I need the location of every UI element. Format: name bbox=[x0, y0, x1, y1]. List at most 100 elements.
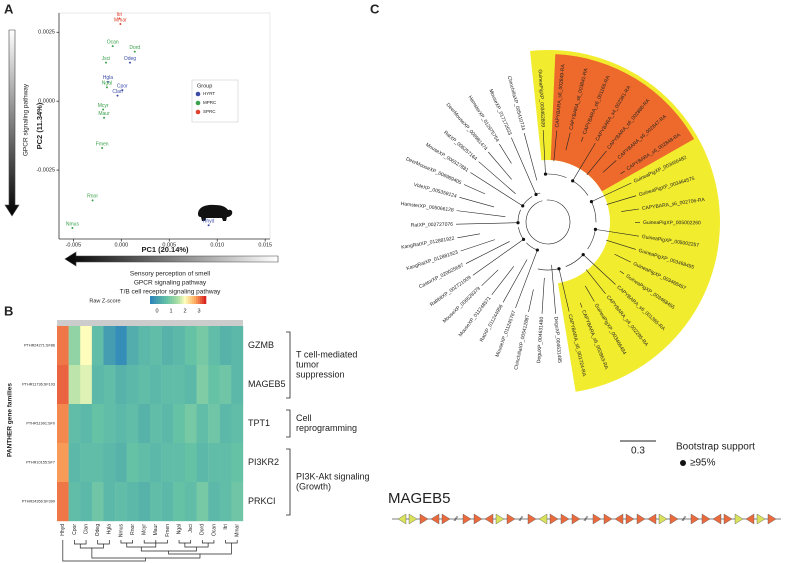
capybara-icon bbox=[198, 204, 233, 221]
key-swatch bbox=[204, 296, 207, 304]
gene-arrow bbox=[571, 513, 581, 525]
heatmap-cell bbox=[196, 443, 209, 483]
heatmap-cell bbox=[68, 443, 81, 483]
key-swatch bbox=[194, 296, 197, 304]
key-swatch bbox=[180, 296, 183, 304]
gap-mark: ∕∕ bbox=[518, 516, 524, 523]
column-label: Clan bbox=[83, 524, 89, 535]
heatmap-cell bbox=[126, 326, 139, 366]
heatmap-cell bbox=[173, 326, 186, 366]
key-swatch bbox=[150, 296, 153, 304]
heatmap-cell bbox=[115, 326, 127, 366]
branch-arc bbox=[526, 242, 538, 251]
point bbox=[121, 89, 124, 92]
scale-label: 0.3 bbox=[631, 446, 645, 457]
gene-arrow bbox=[734, 513, 744, 525]
branch bbox=[528, 289, 534, 312]
key-swatch bbox=[168, 296, 171, 304]
branch bbox=[502, 259, 528, 303]
branch bbox=[541, 277, 545, 314]
key-swatch bbox=[192, 296, 195, 304]
branch bbox=[511, 137, 537, 195]
point bbox=[105, 86, 108, 89]
point bbox=[91, 199, 94, 202]
heatmap-cell bbox=[208, 326, 220, 366]
heatmap-cell bbox=[115, 404, 127, 444]
branch-arc bbox=[565, 254, 584, 267]
heatmap-cell bbox=[138, 443, 151, 483]
heatmap-cell bbox=[196, 482, 209, 522]
branch bbox=[614, 253, 631, 263]
key-swatch bbox=[186, 296, 189, 304]
heatmap-cell bbox=[219, 443, 232, 483]
annotation: T cell-mediated bbox=[296, 349, 357, 359]
heatmap-cell bbox=[184, 404, 197, 444]
point-label: Hgla bbox=[103, 75, 114, 81]
heatmap-cell bbox=[184, 443, 197, 483]
annotation: suppression bbox=[296, 369, 345, 379]
gene-arrow bbox=[430, 513, 440, 525]
key-swatch bbox=[174, 296, 177, 304]
branch bbox=[472, 239, 524, 276]
heatmap-cell bbox=[208, 443, 220, 483]
branch bbox=[523, 133, 538, 181]
branch bbox=[459, 196, 495, 208]
branch bbox=[565, 132, 571, 151]
bootstrap-node bbox=[521, 204, 525, 208]
heatmap-cell bbox=[150, 443, 162, 483]
key-swatch bbox=[162, 296, 165, 304]
branch bbox=[456, 222, 519, 225]
point-label: Dord bbox=[129, 45, 140, 51]
branch bbox=[595, 229, 639, 237]
heatmap-cell bbox=[57, 326, 69, 366]
key-swatch bbox=[202, 296, 205, 304]
heatmap-cell bbox=[57, 365, 69, 405]
heatmap-cell bbox=[231, 404, 244, 444]
arrow-label: GPCR signaling pathway bbox=[134, 280, 207, 287]
heatmap-cell bbox=[126, 443, 139, 483]
gene-title: MAGEB5 bbox=[388, 490, 451, 507]
bootstrap-label: ≥95% bbox=[690, 458, 716, 469]
column-label: Maur bbox=[153, 524, 159, 536]
key-title: Raw Z-score bbox=[89, 298, 120, 304]
legend-marker bbox=[195, 91, 201, 97]
bootstrap-node bbox=[535, 248, 539, 252]
panel-letter: A bbox=[4, 1, 14, 16]
heatmap-cell bbox=[103, 482, 116, 522]
heatmap-cell bbox=[196, 404, 209, 444]
tip-label: RatXP_002727076 bbox=[411, 222, 454, 229]
heatmap-cell bbox=[231, 365, 244, 405]
gene-arrow bbox=[538, 513, 548, 525]
branch bbox=[481, 269, 499, 286]
heatmap-cell bbox=[103, 443, 116, 483]
bracket bbox=[286, 331, 291, 399]
key-swatch bbox=[184, 296, 187, 304]
gene-arrow bbox=[592, 513, 602, 525]
point-label: Rnor bbox=[87, 194, 98, 200]
heatmap-cell bbox=[161, 482, 174, 522]
gene-arrow bbox=[669, 513, 679, 525]
point-label: Maur bbox=[98, 111, 110, 117]
branch bbox=[606, 239, 636, 250]
x-tick-label: 0.005 bbox=[162, 242, 176, 248]
key-swatch bbox=[164, 296, 167, 304]
gene-arrow bbox=[614, 513, 624, 525]
heatmap-cell bbox=[138, 326, 151, 366]
heatmap-cell bbox=[219, 365, 232, 405]
heatmap-cell bbox=[184, 482, 197, 522]
gene-arrow bbox=[408, 513, 418, 525]
x-tick-label: 0.015 bbox=[258, 242, 272, 248]
gene-arrow bbox=[549, 513, 559, 525]
legend-title: Group bbox=[197, 83, 212, 89]
gene-label: PI3KR2 bbox=[248, 457, 279, 467]
heatmap-cell bbox=[161, 365, 174, 405]
column-label: Itri bbox=[223, 524, 229, 530]
heatmap-cell bbox=[219, 482, 232, 522]
branch bbox=[621, 208, 640, 212]
plot-frame bbox=[58, 12, 271, 240]
tip-label: DeguXP_004631485 bbox=[553, 316, 563, 363]
heatmap-cell bbox=[196, 365, 209, 405]
legend-label: MPRC bbox=[203, 100, 217, 105]
column-label: Dord bbox=[200, 524, 206, 535]
branch bbox=[460, 239, 495, 252]
